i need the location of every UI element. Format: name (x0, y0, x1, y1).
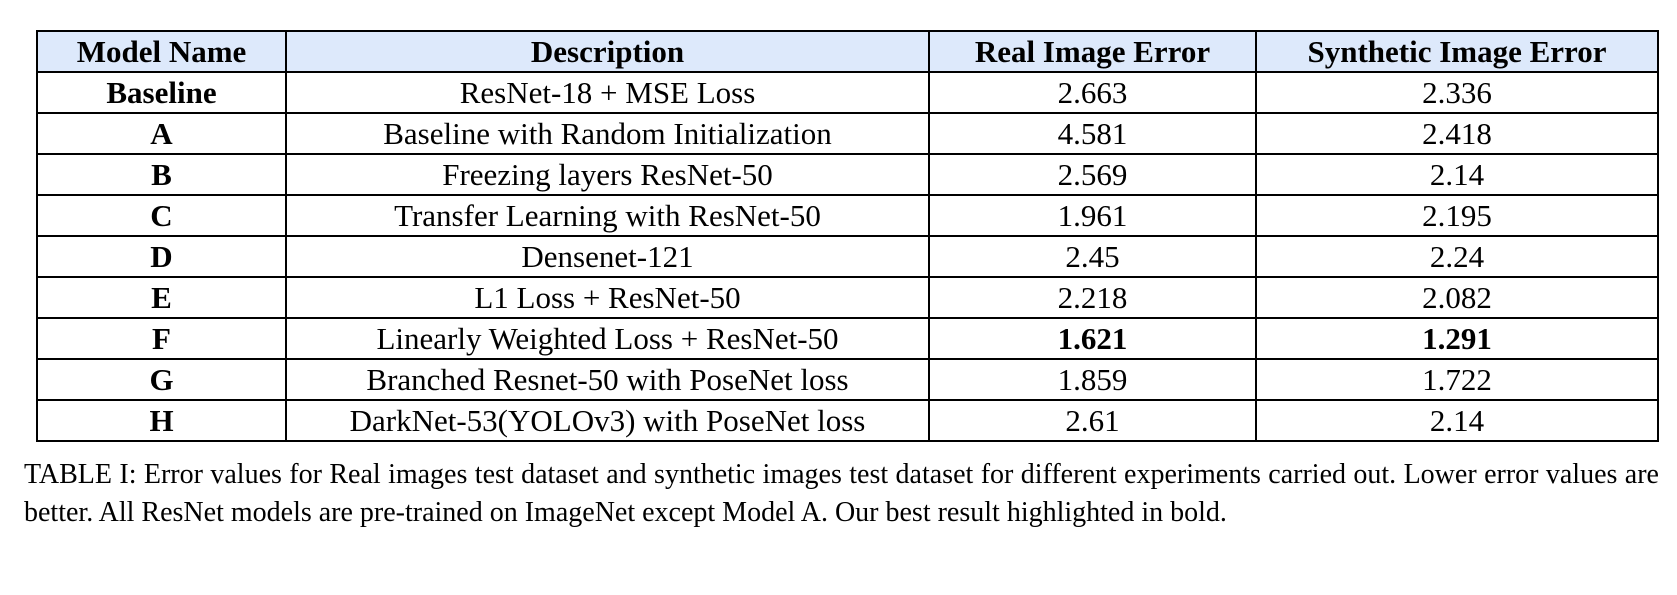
table-row: B Freezing layers ResNet-50 2.569 2.14 (36, 153, 1659, 196)
cell-description: L1 Loss + ResNet-50 (285, 276, 930, 319)
cell-description: ResNet-18 + MSE Loss (285, 71, 930, 114)
table-header-row: Model Name Description Real Image Error … (36, 30, 1659, 73)
cell-model: F (36, 317, 287, 360)
results-table: Model Name Description Real Image Error … (36, 30, 1659, 442)
cell-synthetic-error: 1.722 (1255, 358, 1659, 401)
cell-real-error: 1.859 (928, 358, 1257, 401)
header-real-image-error: Real Image Error (928, 30, 1257, 73)
cell-real-error: 2.45 (928, 235, 1257, 278)
table-row: C Transfer Learning with ResNet-50 1.961… (36, 194, 1659, 237)
cell-synthetic-error: 2.24 (1255, 235, 1659, 278)
cell-model: D (36, 235, 287, 278)
table-caption: TABLE I: Error values for Real images te… (24, 459, 1659, 528)
cell-synthetic-error: 2.14 (1255, 153, 1659, 196)
cell-description: Baseline with Random Initialization (285, 112, 930, 155)
cell-model: C (36, 194, 287, 237)
header-description: Description (285, 30, 930, 73)
cell-synthetic-error: 2.082 (1255, 276, 1659, 319)
table-row: D Densenet-121 2.45 2.24 (36, 235, 1659, 278)
cell-real-error-best: 1.621 (928, 317, 1257, 360)
cell-synthetic-error: 2.14 (1255, 399, 1659, 442)
cell-description: Linearly Weighted Loss + ResNet-50 (285, 317, 930, 360)
cell-model: A (36, 112, 287, 155)
cell-description: Freezing layers ResNet-50 (285, 153, 930, 196)
cell-description: Branched Resnet-50 with PoseNet loss (285, 358, 930, 401)
cell-real-error: 1.961 (928, 194, 1257, 237)
cell-real-error: 4.581 (928, 112, 1257, 155)
table-row-best: F Linearly Weighted Loss + ResNet-50 1.6… (36, 317, 1659, 360)
cell-real-error: 2.61 (928, 399, 1257, 442)
cell-model: G (36, 358, 287, 401)
table-row: G Branched Resnet-50 with PoseNet loss 1… (36, 358, 1659, 401)
results-table-container: Model Name Description Real Image Error … (36, 30, 1659, 442)
cell-model: E (36, 276, 287, 319)
table-row: A Baseline with Random Initialization 4.… (36, 112, 1659, 155)
cell-synthetic-error: 2.195 (1255, 194, 1659, 237)
cell-real-error: 2.663 (928, 71, 1257, 114)
header-synthetic-image-error: Synthetic Image Error (1255, 30, 1659, 73)
cell-synthetic-error: 2.336 (1255, 71, 1659, 114)
table-row: Baseline ResNet-18 + MSE Loss 2.663 2.33… (36, 71, 1659, 114)
cell-synthetic-error-best: 1.291 (1255, 317, 1659, 360)
table-row: E L1 Loss + ResNet-50 2.218 2.082 (36, 276, 1659, 319)
cell-real-error: 2.569 (928, 153, 1257, 196)
cell-description: DarkNet-53(YOLOv3) with PoseNet loss (285, 399, 930, 442)
table-row: H DarkNet-53(YOLOv3) with PoseNet loss 2… (36, 399, 1659, 442)
cell-model: B (36, 153, 287, 196)
cell-real-error: 2.218 (928, 276, 1257, 319)
cell-model: H (36, 399, 287, 442)
cell-model: Baseline (36, 71, 287, 114)
cell-description: Densenet-121 (285, 235, 930, 278)
cell-synthetic-error: 2.418 (1255, 112, 1659, 155)
cell-description: Transfer Learning with ResNet-50 (285, 194, 930, 237)
header-model-name: Model Name (36, 30, 287, 73)
